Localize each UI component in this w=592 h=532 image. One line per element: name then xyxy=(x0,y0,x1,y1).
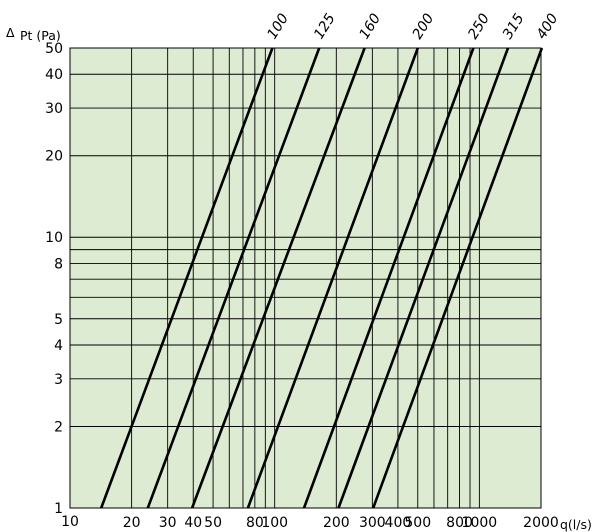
series-label-400: 400 xyxy=(534,11,562,42)
series-line-160 xyxy=(190,47,366,509)
x-tick-label: 500 xyxy=(404,515,431,531)
x-tick-label: 10 xyxy=(61,514,79,530)
x-tick-label: 20 xyxy=(123,515,141,531)
y-tick-label: 20 xyxy=(45,149,63,165)
x-tick-label: 1000 xyxy=(462,515,498,531)
plot-background xyxy=(70,48,541,508)
series-line-400 xyxy=(371,47,543,509)
y-tick-label: 2 xyxy=(54,419,63,435)
series-label-315: 315 xyxy=(500,11,528,42)
y-tick-label: 3 xyxy=(54,372,63,388)
x-tick-label: 2000 xyxy=(523,515,559,531)
series-label-250: 250 xyxy=(465,11,493,42)
series-line-250 xyxy=(302,47,475,509)
x-tick-label: 50 xyxy=(204,515,222,531)
y-tick-label: 4 xyxy=(54,338,63,354)
series-line-125 xyxy=(146,47,321,509)
x-axis-label: q(l/s) xyxy=(560,517,592,532)
x-tick-label: 80 xyxy=(246,515,264,531)
series-label-160: 160 xyxy=(356,11,384,42)
axis-labels: Δ Pt (Pa) q(l/s) xyxy=(6,25,592,532)
series-line-315 xyxy=(337,47,510,509)
y-tick-label: 8 xyxy=(54,256,63,272)
series-line-100 xyxy=(99,47,274,509)
y-tick-label: 40 xyxy=(45,67,63,83)
x-tick-label: 30 xyxy=(159,515,177,531)
x-tick-label: 300 xyxy=(359,515,386,531)
x-tick-label: 400 xyxy=(385,515,412,531)
series-label-100: 100 xyxy=(264,11,292,42)
series-line-200 xyxy=(246,47,420,509)
series-label-125: 125 xyxy=(311,11,339,42)
x-tick-label: 200 xyxy=(323,515,350,531)
y-tick-label: 5 xyxy=(54,312,63,328)
x-tick-label: 100 xyxy=(261,515,288,531)
series-labels: 100 125 160 200 250 315 400 xyxy=(264,11,561,42)
y-tick-label: 10 xyxy=(45,230,63,246)
y-axis-label: Pt (Pa) xyxy=(20,28,61,43)
x-tick-label: 40 xyxy=(184,515,202,531)
grid-lines xyxy=(69,47,542,509)
y-tick-label: 50 xyxy=(45,41,63,57)
y-axis-symbol: Δ xyxy=(6,25,15,40)
plot-frame xyxy=(69,47,542,509)
x-tick-label: 800 xyxy=(446,515,473,531)
y-tick-label: 30 xyxy=(45,101,63,117)
series-lines xyxy=(99,47,543,509)
series-label-200: 200 xyxy=(410,11,438,42)
y-tick-label: 1 xyxy=(54,501,63,517)
